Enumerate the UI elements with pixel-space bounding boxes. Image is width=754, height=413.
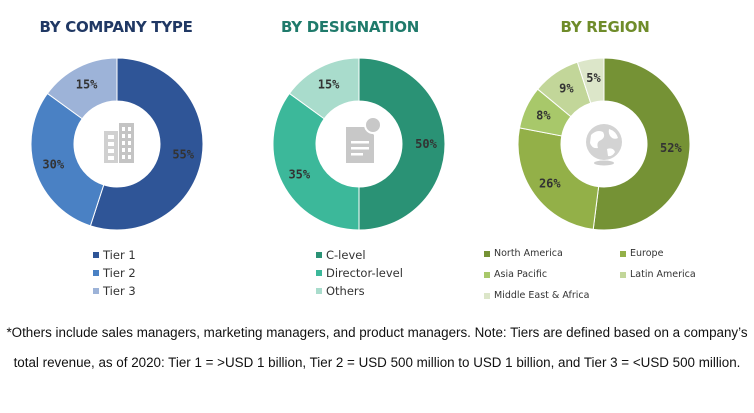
company-type-donut-chart: 55% 30% 15% — [30, 57, 204, 231]
footnote: *Others include sales managers, marketin… — [6, 325, 748, 370]
slice-label-north-america: 52% — [660, 141, 682, 155]
slice-tier-3 — [46, 57, 118, 120]
legend-item-others: Others — [316, 282, 403, 300]
legend-item-europe: Europe — [620, 246, 730, 261]
document-icon — [346, 116, 382, 163]
slice-europe — [517, 127, 600, 230]
legend-swatch — [620, 250, 626, 257]
legend-swatch — [93, 288, 99, 294]
slice-label-tier-3: 15% — [76, 77, 98, 91]
legend-label: Europe — [630, 248, 664, 259]
legend-swatch — [484, 250, 490, 257]
legend-item-north-america: North America — [484, 246, 620, 261]
legend-label: Others — [326, 284, 365, 298]
slice-north-america — [592, 57, 691, 231]
slice-tier-1 — [89, 57, 204, 231]
legend-swatch — [316, 270, 322, 276]
slice-middle-east-and-africa — [576, 57, 605, 104]
legend-label: Tier 2 — [103, 266, 136, 280]
legend-swatch — [93, 270, 99, 276]
slice-label-others: 15% — [318, 77, 340, 91]
company-type-title: BY COMPANY TYPE — [39, 18, 193, 36]
legend-item-c-level: C-level — [316, 246, 403, 264]
slice-label-tier-1: 55% — [172, 147, 194, 161]
legend-label: Latin America — [630, 269, 696, 280]
legend-swatch — [316, 288, 322, 294]
designation-title: BY DESIGNATION — [280, 18, 419, 36]
building-icon — [104, 123, 134, 163]
slice-label-c-level: 50% — [415, 137, 437, 151]
slice-label-director-level: 35% — [288, 167, 310, 181]
slice-tier-2 — [30, 92, 105, 227]
legend-swatch — [93, 252, 99, 258]
legend-label: Tier 1 — [103, 248, 136, 262]
legend-item-middle-east-and-africa: Middle East & Africa — [484, 288, 620, 303]
slice-label-asia-pacific: 8% — [536, 108, 551, 122]
legend-swatch — [316, 252, 322, 258]
slice-director-level — [272, 92, 360, 231]
legend-swatch — [484, 271, 490, 278]
slice-label-tier-2: 30% — [42, 158, 64, 172]
legend-label: Tier 3 — [103, 284, 136, 298]
legend-label: Director-level — [326, 266, 403, 280]
slice-label-latin-america: 9% — [559, 82, 574, 96]
legend-swatch — [484, 292, 490, 299]
legend-label: C-level — [326, 248, 366, 262]
legend-item-tier-1: Tier 1 — [93, 246, 136, 264]
region-legend: North America Europe Asia Pacific Latin Ame… — [484, 246, 730, 303]
legend-label: North America — [494, 248, 563, 259]
legend-item-tier-2: Tier 2 — [93, 264, 136, 282]
legend-label: Middle East & Africa — [494, 290, 590, 301]
globe-icon — [586, 124, 622, 166]
slice-c-level — [358, 57, 446, 231]
legend-label: Asia Pacific — [494, 269, 548, 280]
slice-others — [288, 57, 360, 120]
designation-legend: C-level Director-level Others — [316, 246, 403, 300]
legend-item-tier-3: Tier 3 — [93, 282, 136, 300]
region-title: BY REGION — [560, 18, 650, 36]
company-type-legend: Tier 1 Tier 2 Tier 3 — [93, 246, 136, 300]
legend-item-director-level: Director-level — [316, 264, 403, 282]
legend-item-asia-pacific: Asia Pacific — [484, 267, 620, 282]
region-donut-chart: 52% 26% 8% 9% 5% — [517, 57, 691, 231]
legend-item-latin-america: Latin America — [620, 267, 730, 282]
slice-label-europe: 26% — [539, 176, 561, 190]
slice-label-middle-east-and-africa: 5% — [586, 71, 601, 85]
legend-swatch — [620, 271, 626, 278]
designation-donut-chart: 50% 35% 15% — [272, 57, 446, 231]
